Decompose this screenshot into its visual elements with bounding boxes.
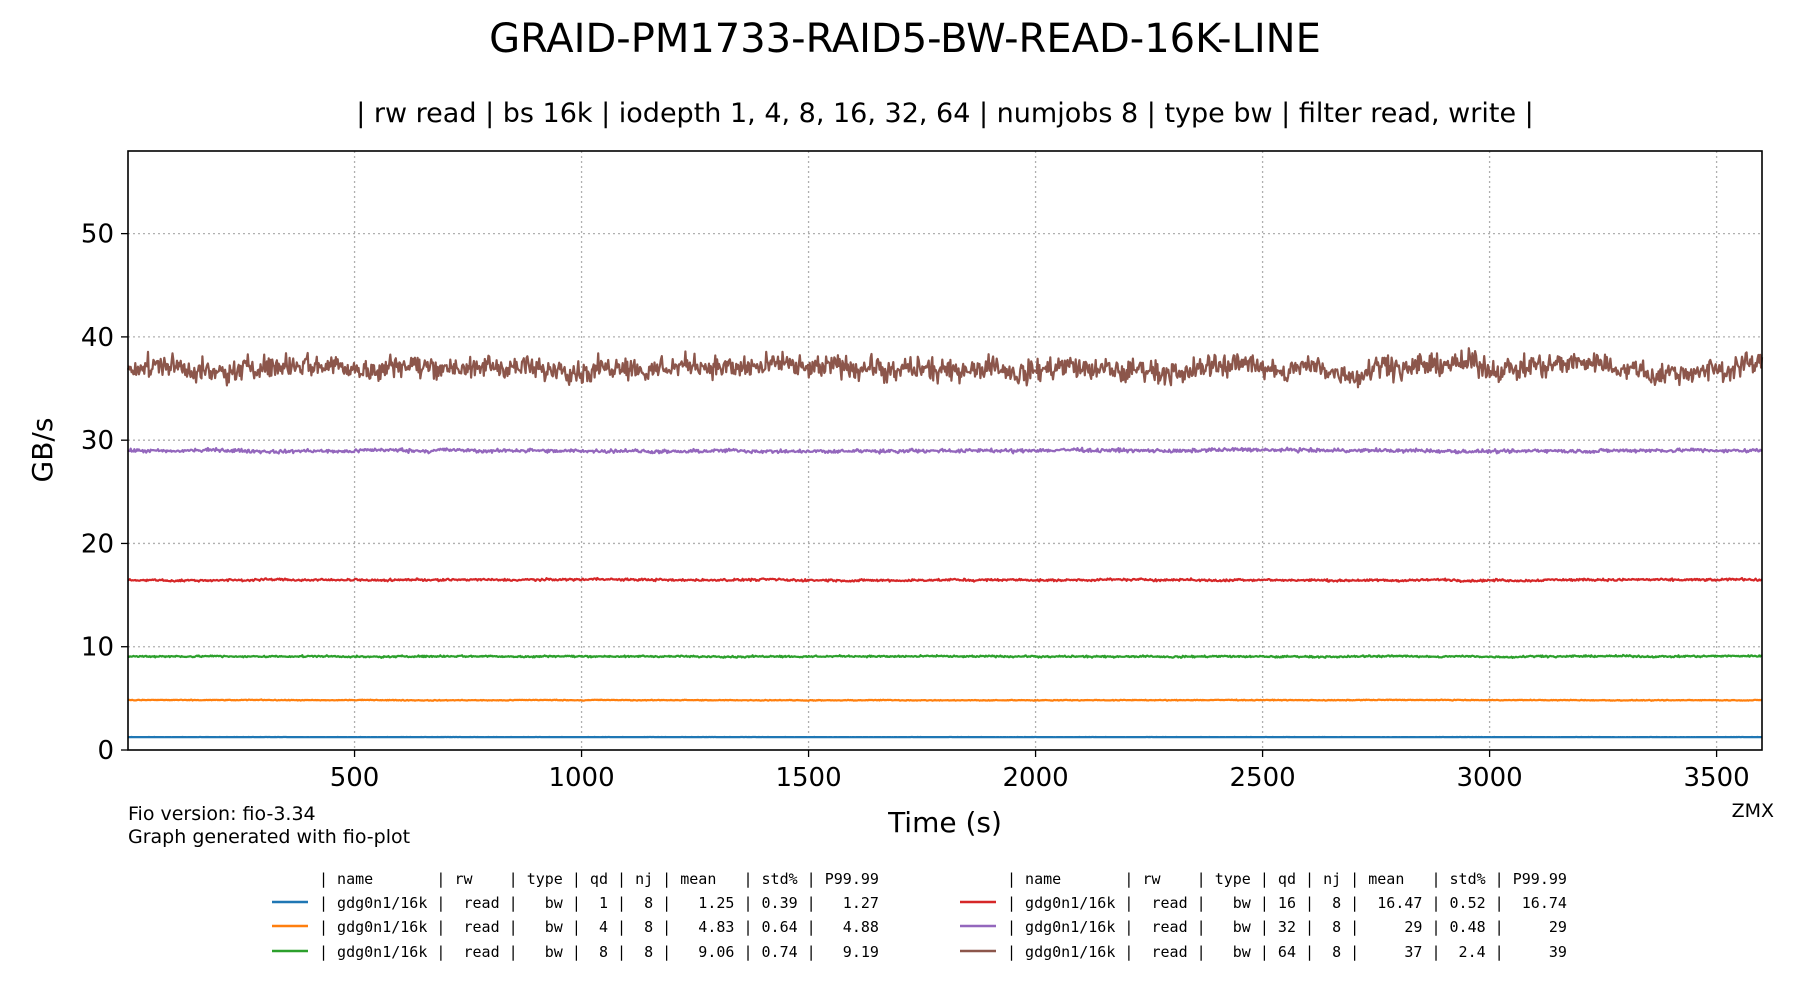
legend-row-qd4: | gdg0n1/16k | read | bw | 4 | 8 | 4.83 … <box>319 918 879 936</box>
y-tick-label: 10 <box>81 633 114 663</box>
x-tick-label: 3500 <box>1684 763 1750 793</box>
x-axis-label: Time (s) <box>887 806 1002 839</box>
legend-row-qd32: | gdg0n1/16k | read | bw | 32 | 8 | 29 |… <box>1007 918 1567 936</box>
y-tick-label: 50 <box>81 220 114 250</box>
y-tick-label: 40 <box>81 323 114 353</box>
legend-row-qd1: | gdg0n1/16k | read | bw | 1 | 8 | 1.25 … <box>319 894 879 912</box>
series-line-qd8 <box>127 653 1763 660</box>
grid-lines <box>128 151 1762 750</box>
legend-row-qd8: | gdg0n1/16k | read | bw | 8 | 8 | 9.06 … <box>319 943 879 961</box>
x-tick-label: 3000 <box>1457 763 1523 793</box>
y-tick-label: 30 <box>81 426 114 456</box>
y-axis-label: GB/s <box>26 418 59 483</box>
x-tick-label: 2500 <box>1229 763 1295 793</box>
x-axis-ticks: 500 1000 1500 2000 2500 3000 3500 <box>330 750 1750 793</box>
legend-row-qd16: | gdg0n1/16k | read | bw | 16 | 8 | 16.4… <box>1007 894 1567 912</box>
legend-table: | name | rw | type | qd | nj | mean | st… <box>272 870 1567 961</box>
generator-note: Graph generated with fio-plot <box>128 826 410 848</box>
legend-row-qd64: | gdg0n1/16k | read | bw | 64 | 8 | 37 |… <box>1007 943 1567 961</box>
series-line-qd64 <box>126 347 1764 389</box>
author-mark: ZMX <box>1732 800 1774 822</box>
series-line-qd4 <box>127 698 1763 702</box>
x-tick-label: 1500 <box>775 763 841 793</box>
fio-version-note: Fio version: fio-3.34 <box>128 803 316 825</box>
legend-header-left: | name | rw | type | qd | nj | mean | st… <box>319 870 879 888</box>
plot-frame <box>127 150 1763 751</box>
x-tick-label: 1000 <box>548 763 614 793</box>
x-tick-label: 2000 <box>1002 763 1068 793</box>
y-axis-ticks: 0 10 20 30 40 50 <box>81 220 128 766</box>
chart-subtitle: | rw read | bs 16k | iodepth 1, 4, 8, 16… <box>356 98 1534 129</box>
y-tick-label: 0 <box>97 736 114 766</box>
series-line-qd16 <box>127 576 1763 584</box>
series-lines <box>126 347 1764 739</box>
x-tick-label: 500 <box>330 763 380 793</box>
legend-header-right: | name | rw | type | qd | nj | mean | st… <box>1007 870 1567 888</box>
y-tick-label: 20 <box>81 529 114 559</box>
chart-title: GRAID-PM1733-RAID5-BW-READ-16K-LINE <box>489 16 1321 62</box>
series-line-qd32 <box>127 446 1763 455</box>
